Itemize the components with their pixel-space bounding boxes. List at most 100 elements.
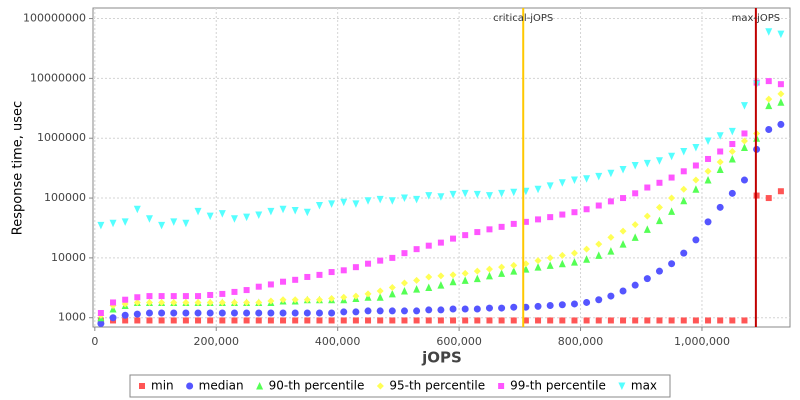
data-point xyxy=(267,281,274,288)
data-point xyxy=(255,283,262,290)
legend-marker xyxy=(376,382,384,390)
data-point xyxy=(777,81,784,88)
data-point xyxy=(134,317,141,324)
data-point xyxy=(692,162,699,169)
data-point xyxy=(705,317,712,324)
data-point xyxy=(740,176,748,184)
data-point xyxy=(558,179,566,187)
data-point xyxy=(668,194,676,202)
data-point xyxy=(461,189,469,198)
data-point xyxy=(498,304,506,312)
y-tick-label: 100000000 xyxy=(23,12,86,25)
data-point xyxy=(182,309,190,317)
data-point xyxy=(158,298,166,306)
data-point xyxy=(195,317,202,324)
data-point xyxy=(449,271,457,279)
data-point xyxy=(558,301,566,309)
data-point xyxy=(255,298,263,306)
data-point xyxy=(145,309,153,317)
data-point xyxy=(401,250,408,257)
data-point xyxy=(570,176,578,185)
data-point xyxy=(716,158,724,166)
data-point xyxy=(704,176,712,184)
data-point xyxy=(485,271,493,280)
data-point xyxy=(510,188,518,197)
legend-marker xyxy=(498,383,505,389)
data-point xyxy=(717,317,724,324)
data-point xyxy=(437,193,445,201)
data-point xyxy=(668,207,676,215)
data-point xyxy=(206,309,214,317)
data-point xyxy=(534,302,542,310)
data-point xyxy=(486,226,493,233)
data-point xyxy=(194,298,202,306)
data-point xyxy=(365,317,372,324)
data-point xyxy=(303,296,311,304)
data-point xyxy=(655,216,663,225)
data-point xyxy=(680,249,688,257)
data-point xyxy=(243,317,250,324)
data-point xyxy=(740,143,748,151)
data-point xyxy=(620,317,627,324)
data-point xyxy=(376,287,384,295)
data-point xyxy=(571,317,578,324)
legend-label: median xyxy=(199,379,244,393)
data-point xyxy=(291,309,299,317)
data-point xyxy=(97,221,105,230)
data-point xyxy=(643,275,651,283)
legend-label: 99-th percentile xyxy=(510,379,606,393)
data-point xyxy=(328,317,335,324)
data-point xyxy=(437,281,445,289)
data-point xyxy=(303,208,311,217)
legend-label: 95-th percentile xyxy=(389,379,485,393)
data-point xyxy=(425,273,433,281)
data-point xyxy=(449,277,457,286)
data-point xyxy=(620,195,627,202)
data-point xyxy=(619,166,627,174)
data-point xyxy=(425,283,433,292)
data-point xyxy=(218,210,226,218)
data-point xyxy=(486,317,493,324)
data-point xyxy=(158,309,166,317)
data-point xyxy=(388,197,396,205)
data-point xyxy=(777,98,785,106)
data-point xyxy=(570,258,578,266)
data-point xyxy=(643,212,651,220)
data-point xyxy=(510,220,517,227)
data-point xyxy=(607,317,614,324)
data-point xyxy=(437,239,444,246)
data-point xyxy=(704,218,712,226)
data-point xyxy=(644,184,651,191)
data-point xyxy=(170,309,178,317)
data-point xyxy=(219,317,226,324)
data-point xyxy=(304,273,311,280)
data-point xyxy=(133,205,141,214)
data-point xyxy=(583,175,591,183)
x-tick-label: 1,000,000 xyxy=(674,335,730,348)
data-point xyxy=(388,284,396,292)
data-point xyxy=(595,296,603,304)
data-point xyxy=(485,265,493,273)
data-point xyxy=(547,317,554,324)
data-point xyxy=(267,297,275,305)
data-point xyxy=(364,290,372,298)
data-point xyxy=(267,317,274,324)
data-point xyxy=(631,281,639,289)
data-point xyxy=(376,307,384,315)
data-point xyxy=(680,196,688,205)
data-point xyxy=(291,206,299,215)
data-point xyxy=(413,195,421,204)
legend-marker xyxy=(186,382,194,390)
data-point xyxy=(255,309,263,317)
data-point xyxy=(705,155,712,162)
x-tick-label: 200,000 xyxy=(194,335,240,348)
data-point xyxy=(450,317,457,324)
data-point xyxy=(291,296,299,304)
data-point xyxy=(534,185,542,194)
data-point xyxy=(437,272,445,280)
data-point xyxy=(328,200,336,208)
data-point xyxy=(340,198,348,207)
data-point xyxy=(437,317,444,324)
data-point xyxy=(110,299,117,306)
marker-label: critical-jOPS xyxy=(493,13,553,24)
